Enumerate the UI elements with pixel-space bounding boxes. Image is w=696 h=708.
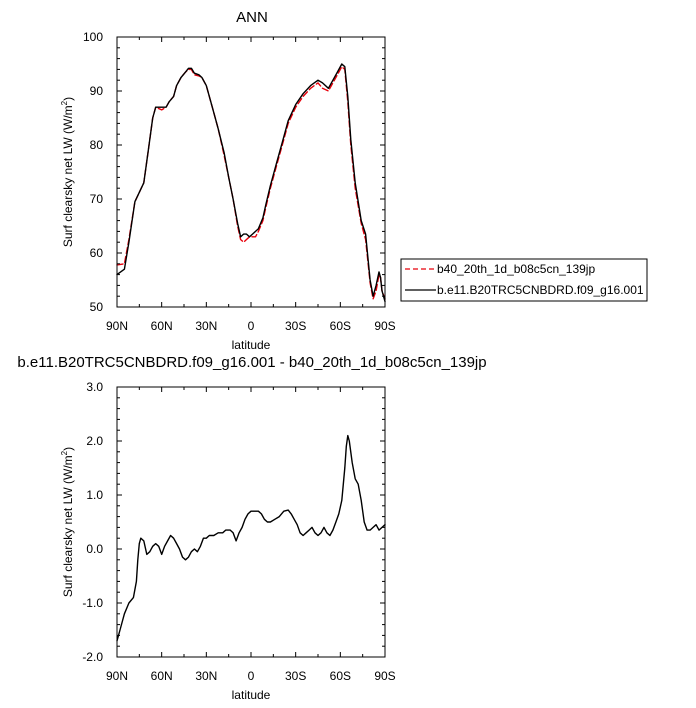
top-y-tick-label: 70 [90, 192, 104, 206]
bottom-x-tick-label: 90N [106, 669, 128, 683]
bottom-x-tick-label: 30S [285, 669, 306, 683]
bottom-x-tick-label: 60S [330, 669, 351, 683]
top-y-axis-label-end: ) [61, 97, 75, 101]
top-x-tick-label: 0 [248, 319, 255, 333]
bottom-y-axis-label-end: ) [61, 447, 75, 451]
bottom-y-tick-label: 2.0 [86, 434, 103, 448]
bottom-plot-frame [116, 386, 386, 658]
bottom-axes: 90N 60N 30N 0 30S 60S 90S -2.0 -1.0 0.0 1.0 2.0 3.0 [82, 380, 395, 683]
top-y-axis-label: Surf clearsky net LW (W/m2) [60, 97, 75, 247]
legend-box [400, 258, 648, 302]
bottom-x-tick-label: 30N [195, 669, 217, 683]
bottom-y-axis-label-sup: 2 [60, 450, 69, 455]
top-y-axis-label-main: Surf clearsky net LW (W/m [61, 105, 75, 247]
top-x-tick-label: 90S [374, 319, 395, 333]
top-panel: ANN 90N 60N 30N 0 30S 60S 90S 50 60 70 80 90 100 lat… [60, 9, 648, 352]
top-x-tick-label: 30N [195, 319, 217, 333]
bottom-panel: b.e11.B20TRC5CNBDRD.f09_g16.001 - b40_20… [17, 354, 486, 702]
top-plot-frame [116, 36, 386, 308]
top-y-axis-label-sup: 2 [60, 100, 69, 105]
top-y-tick-label: 100 [83, 30, 103, 44]
top-x-tick-label: 60S [330, 319, 351, 333]
bottom-y-tick-label: -2.0 [82, 650, 103, 664]
bottom-chart-title: b.e11.B20TRC5CNBDRD.f09_g16.001 - b40_20… [17, 354, 486, 371]
top-x-tick-label: 30S [285, 319, 306, 333]
bottom-x-axis-label: latitude [232, 688, 271, 702]
legend-entry-2: b.e11.B20TRC5CNBDRD.f09_g16.001 [437, 283, 644, 297]
bottom-series-line-1 [116, 434, 386, 642]
top-series-line-2 [116, 63, 386, 303]
bottom-y-tick-label: 0.0 [86, 542, 103, 556]
bottom-x-tick-label: 0 [248, 669, 255, 683]
bottom-y-axis-label-main: Surf clearsky net LW (W/m [61, 455, 75, 597]
bottom-y-tick-label: 3.0 [86, 380, 103, 394]
top-y-tick-label: 80 [90, 138, 104, 152]
legend: b40_20th_1d_b08c5cn_139jp b.e11.B20TRC5C… [400, 258, 648, 302]
top-axes: 90N 60N 30N 0 30S 60S 90S 50 60 70 80 90 100 [83, 30, 396, 333]
top-y-tick-label: 50 [90, 300, 104, 314]
bottom-chart-series [116, 434, 386, 642]
top-x-tick-label: 90N [106, 319, 128, 333]
bottom-y-tick-label: 1.0 [86, 488, 103, 502]
top-chart-title: ANN [236, 9, 268, 26]
top-x-axis-label: latitude [232, 338, 271, 352]
top-x-tick-label: 60N [151, 319, 173, 333]
bottom-y-tick-label: -1.0 [82, 596, 103, 610]
bottom-x-tick-label: 60N [151, 669, 173, 683]
bottom-y-axis-label: Surf clearsky net LW (W/m2) [60, 447, 75, 597]
top-y-tick-label: 90 [90, 84, 104, 98]
legend-entry-1: b40_20th_1d_b08c5cn_139jp [437, 262, 595, 276]
bottom-x-tick-label: 90S [374, 669, 395, 683]
top-y-tick-label: 60 [90, 246, 104, 260]
top-series-line-1 [116, 66, 386, 300]
top-chart-series [116, 63, 386, 303]
